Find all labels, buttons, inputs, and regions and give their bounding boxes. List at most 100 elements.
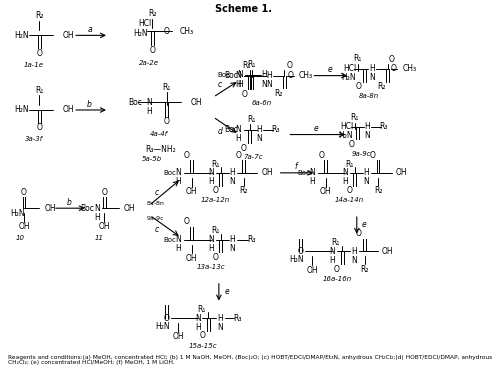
Text: H: H [236, 134, 241, 143]
Text: R₃: R₃ [233, 314, 241, 323]
Text: OH: OH [396, 168, 407, 177]
Text: H: H [329, 256, 334, 265]
Text: O: O [288, 71, 293, 80]
Text: O: O [334, 264, 340, 274]
Text: H: H [217, 314, 222, 323]
Text: H: H [208, 177, 214, 186]
Text: b: b [87, 99, 92, 108]
Text: f: f [294, 162, 298, 171]
Text: Boc: Boc [224, 71, 238, 80]
Text: N: N [236, 125, 241, 134]
Text: H₂N: H₂N [342, 73, 356, 82]
Text: Boc: Boc [128, 98, 142, 107]
Text: O: O [241, 144, 247, 153]
Text: N: N [237, 70, 243, 79]
Text: O: O [21, 188, 27, 197]
Text: CH₃: CH₃ [180, 27, 194, 36]
Text: Reagents and conditions:(a) MeOH, concentrated HCl; (b) 1 M NaOH, MeOH, (Boc)₂O;: Reagents and conditions:(a) MeOH, concen… [8, 355, 492, 365]
Text: R₂: R₂ [374, 186, 382, 195]
Text: OH: OH [186, 187, 198, 196]
Text: R₂: R₂ [148, 9, 156, 18]
Text: Boc: Boc [218, 72, 230, 78]
Text: R₁: R₁ [350, 113, 359, 122]
Text: R₃—NH₂: R₃—NH₂ [146, 145, 176, 154]
Text: O: O [235, 151, 241, 160]
Text: c: c [155, 225, 159, 234]
Text: O: O [184, 151, 190, 160]
Text: H₂N: H₂N [338, 131, 353, 140]
Text: R₂: R₂ [360, 264, 369, 274]
Text: e: e [314, 124, 318, 133]
Text: O: O [36, 123, 43, 132]
Text: N: N [208, 168, 214, 177]
Text: 8a-8n: 8a-8n [359, 93, 380, 99]
Text: 12a-12n: 12a-12n [200, 197, 230, 203]
Text: O: O [184, 217, 190, 226]
Text: N: N [342, 168, 348, 177]
Text: R₁: R₁ [332, 238, 340, 247]
Text: Boc: Boc [224, 125, 238, 134]
Text: N: N [146, 98, 152, 107]
Text: OH: OH [18, 223, 30, 232]
Text: 4a-4f: 4a-4f [150, 131, 168, 137]
Text: R₃: R₃ [272, 125, 280, 134]
Text: H₂N: H₂N [14, 105, 29, 114]
Text: 3a-3f: 3a-3f [24, 137, 43, 142]
Text: CH₃: CH₃ [299, 71, 313, 80]
Text: N: N [266, 80, 272, 89]
Text: 8a-8n: 8a-8n [146, 201, 164, 206]
Text: HCl: HCl [138, 19, 151, 28]
Text: O: O [213, 186, 219, 195]
Text: 9a-9c: 9a-9c [146, 215, 164, 221]
Text: OH: OH [98, 223, 110, 232]
Text: OH: OH [172, 332, 184, 341]
Text: H: H [146, 107, 152, 116]
Text: OH: OH [320, 187, 332, 196]
Text: O: O [150, 46, 155, 55]
Text: 11: 11 [94, 234, 104, 240]
Text: N: N [94, 204, 100, 213]
Text: O: O [242, 90, 248, 99]
Text: OH: OH [306, 266, 318, 275]
Text: N: N [262, 80, 267, 89]
Text: R₃: R₃ [248, 235, 256, 244]
Text: 14a-14n: 14a-14n [334, 197, 364, 203]
Text: O: O [213, 253, 219, 262]
Text: H: H [237, 80, 243, 89]
Text: H₂N: H₂N [155, 322, 170, 331]
Text: N: N [256, 134, 262, 143]
Text: R₁: R₁ [242, 61, 251, 70]
Text: N: N [208, 235, 214, 244]
Text: 6a-6n: 6a-6n [251, 100, 272, 106]
Text: H₂N: H₂N [10, 209, 25, 218]
Text: H₂N: H₂N [133, 29, 148, 38]
Text: c: c [155, 188, 159, 197]
Text: O: O [318, 151, 324, 160]
Text: O: O [356, 229, 362, 238]
Text: N: N [176, 168, 181, 177]
Text: c: c [218, 80, 222, 89]
Text: R₁: R₁ [248, 60, 256, 69]
Text: e: e [224, 287, 229, 296]
Text: O: O [286, 61, 292, 70]
Text: N: N [329, 247, 334, 256]
Text: 15a-15c: 15a-15c [189, 343, 218, 349]
Text: O: O [370, 151, 375, 160]
Text: 9a-9c: 9a-9c [352, 151, 372, 157]
Text: Boc: Boc [163, 170, 176, 176]
Text: R₁: R₁ [211, 226, 219, 235]
Text: 5a-5b: 5a-5b [142, 156, 163, 162]
Text: b: b [67, 198, 72, 207]
Text: R₁: R₁ [345, 159, 354, 169]
Text: d: d [218, 127, 222, 136]
Text: N: N [370, 73, 375, 82]
Text: Boc: Boc [163, 237, 176, 243]
Text: HCl: HCl [340, 122, 353, 131]
Text: 2a-2e: 2a-2e [140, 60, 160, 66]
Text: H: H [176, 244, 181, 253]
Text: O: O [298, 247, 304, 256]
Text: 10: 10 [16, 234, 24, 240]
Text: R₁: R₁ [211, 159, 219, 169]
Text: O: O [164, 117, 170, 126]
Text: H: H [342, 177, 348, 186]
